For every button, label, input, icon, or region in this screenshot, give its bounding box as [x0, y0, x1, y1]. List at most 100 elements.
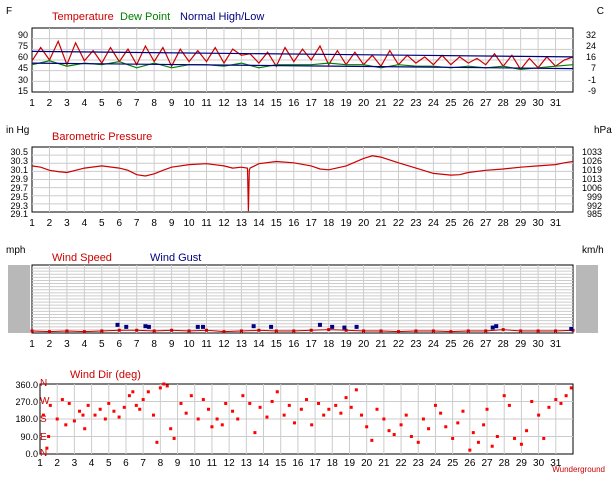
- legend-normal-high-low: Normal High/Low: [180, 11, 264, 23]
- x-tick-label: 6: [116, 98, 122, 109]
- series-point: [468, 448, 472, 452]
- series-point: [257, 328, 261, 332]
- series-line: [31, 62, 574, 70]
- x-tick-label: 21: [375, 98, 387, 109]
- series-point: [370, 438, 374, 442]
- x-tick-label: 25: [445, 98, 457, 109]
- series-point: [414, 329, 418, 333]
- x-tick-label: 15: [271, 218, 283, 229]
- wind-dir-title: Wind Dir (deg): [70, 369, 141, 381]
- wind-series: [30, 322, 575, 334]
- pressure-y2-tick: 1033: [582, 147, 602, 157]
- x-tick-label: 3: [64, 339, 70, 350]
- series-point: [239, 329, 243, 333]
- x-tick-label: 19: [341, 98, 353, 109]
- series-point: [292, 329, 296, 333]
- series-point: [559, 401, 563, 405]
- wind-dir-y-tick: 90.0: [20, 432, 38, 442]
- series-point: [134, 403, 138, 407]
- series-point: [404, 413, 408, 417]
- x-tick-label: 20: [358, 98, 370, 109]
- x-tick-label: 9: [175, 458, 181, 469]
- wind-dir-y-tick: 180.0: [15, 414, 38, 424]
- wind-unit-left: mph: [6, 245, 25, 256]
- x-tick-label: 27: [481, 458, 493, 469]
- x-tick-label: 1: [37, 458, 43, 469]
- pressure-y2-tick: 999: [587, 192, 602, 202]
- series-point: [409, 435, 413, 438]
- x-tick-label: 10: [184, 98, 196, 109]
- x-tick-label: 14: [253, 98, 265, 109]
- x-tick-label: 24: [428, 339, 440, 350]
- temp-y2-tick: 32: [586, 30, 596, 40]
- series-point: [152, 329, 156, 333]
- x-tick-label: 13: [241, 458, 253, 469]
- series-point: [86, 403, 90, 407]
- series-point: [115, 322, 120, 327]
- x-tick-label: 25: [445, 339, 457, 350]
- x-tick-label: 1: [29, 218, 35, 229]
- x-tick-label: 5: [106, 458, 112, 469]
- series-point: [206, 407, 210, 411]
- series-point: [170, 328, 174, 332]
- x-tick-label: 13: [236, 98, 248, 109]
- x-tick-label: 30: [533, 98, 545, 109]
- series-point: [205, 328, 209, 332]
- compass-letter: N: [40, 378, 47, 389]
- temp-unit-left: F: [6, 6, 12, 17]
- x-tick-label: 6: [123, 458, 129, 469]
- x-tick-label: 12: [218, 339, 230, 350]
- x-tick-label: 18: [323, 98, 335, 109]
- series-point: [362, 329, 366, 333]
- x-tick-label: 4: [82, 98, 88, 109]
- series-point: [47, 330, 51, 334]
- x-tick-label: 16: [292, 458, 304, 469]
- series-point: [310, 423, 314, 427]
- x-tick-label: 14: [253, 339, 265, 350]
- series-point: [542, 436, 546, 440]
- temp-x-ticks: 1 2 3 4 5 6 7 8 9 10 11 12 13 14 15 16 17 18 19 20 21 22 23 24 2…: [29, 98, 561, 109]
- temp-y-tick: 45: [18, 63, 28, 73]
- x-tick-label: 31: [550, 98, 562, 109]
- x-tick-label: 20: [358, 218, 370, 229]
- pressure-unit-left: in Hg: [6, 125, 29, 136]
- x-tick-label: 2: [47, 218, 53, 229]
- series-point: [360, 413, 364, 417]
- x-tick-label: 7: [134, 218, 140, 229]
- x-tick-label: 12: [224, 458, 236, 469]
- series-point: [45, 446, 49, 450]
- x-tick-label: 8: [151, 339, 157, 350]
- series-point: [449, 330, 453, 334]
- series-point: [155, 440, 159, 444]
- x-tick-label: 26: [463, 218, 475, 229]
- series-point: [30, 329, 34, 333]
- series-point: [201, 398, 205, 402]
- series-point: [421, 417, 425, 421]
- x-tick-label: 29: [516, 458, 528, 469]
- x-tick-label: 26: [464, 458, 476, 469]
- series-point: [265, 415, 269, 419]
- series-point: [344, 396, 348, 400]
- series-point: [236, 417, 240, 421]
- pressure-y2-tick: 1026: [582, 156, 602, 166]
- series-point: [47, 435, 51, 438]
- legend-temperature: Temperature: [52, 11, 114, 23]
- x-tick-label: 11: [201, 98, 212, 109]
- series-point: [215, 417, 219, 421]
- series-point: [269, 324, 274, 329]
- pressure-series: [31, 155, 574, 212]
- series-point: [305, 398, 308, 402]
- x-tick-label: 9: [169, 218, 175, 229]
- x-tick-label: 4: [89, 458, 95, 469]
- legend-barometric-pressure: Barometric Pressure: [52, 131, 152, 143]
- series-point: [530, 400, 534, 403]
- series-point: [231, 409, 235, 413]
- series-point: [275, 390, 279, 394]
- series-point: [349, 405, 353, 409]
- x-tick-label: 29: [515, 218, 527, 229]
- series-point: [122, 405, 126, 409]
- series-point: [141, 398, 145, 402]
- series-point: [433, 403, 437, 407]
- series-point: [427, 427, 431, 431]
